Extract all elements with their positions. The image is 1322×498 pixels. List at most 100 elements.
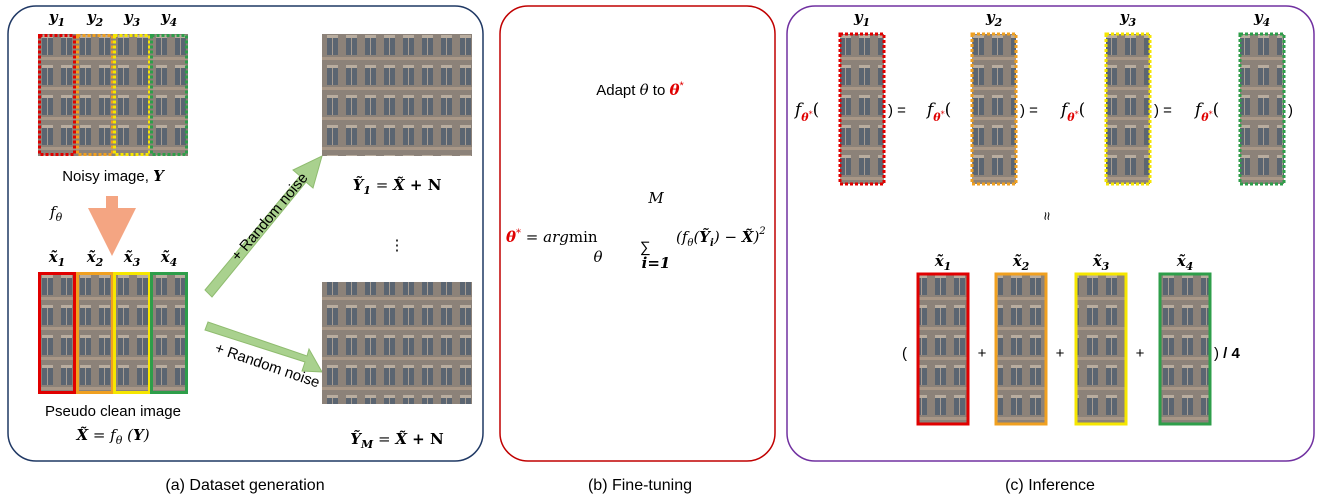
noisy-caption: Noisy image, Y	[62, 167, 165, 185]
patch-label: y2	[86, 8, 104, 29]
text-part: 1	[363, 184, 371, 197]
text-part: M	[360, 438, 374, 451]
open-paren: (	[1079, 100, 1086, 120]
text-part: θ	[56, 211, 63, 224]
patch-label: x̃2	[86, 248, 104, 269]
patch-index: 3	[1102, 260, 1110, 273]
divide: /	[1219, 345, 1232, 362]
patch-label: y4	[160, 8, 177, 29]
patch-index: 1	[58, 256, 66, 269]
patch-label: x̃1	[48, 248, 66, 269]
argmin-sub: θ	[593, 248, 602, 266]
building-image	[1240, 34, 1284, 184]
open-paren: (	[1213, 100, 1220, 120]
sum-upper: M	[647, 189, 664, 207]
approx-sign: ≈	[1038, 212, 1055, 220]
ellipsis: ⋮	[390, 237, 405, 254]
patch-index: 4	[170, 16, 178, 29]
patch-label: y1	[48, 8, 65, 29]
content: Noisy image, Y fθ Pseudo clean image X̃ …	[38, 8, 1293, 494]
patch-label: x̃3	[1092, 252, 1110, 273]
building-image	[1076, 274, 1126, 424]
noise-label: + Random noise	[228, 170, 312, 265]
patch-index: 4	[170, 256, 178, 269]
text-part: )	[143, 426, 150, 444]
patch-label: x̃3	[123, 248, 141, 269]
building-image	[996, 274, 1046, 424]
patch-index: 2	[95, 256, 104, 269]
text-part: + N	[407, 430, 444, 448]
patch-label: y4	[1253, 8, 1270, 29]
text-part: =	[371, 176, 393, 194]
text-part: ) −	[713, 228, 742, 246]
plus: +	[1056, 345, 1065, 362]
diagram: Noisy image, Y fθ Pseudo clean image X̃ …	[0, 0, 1322, 498]
equals: ) =	[1020, 102, 1038, 119]
patch-label: y1	[853, 8, 870, 29]
patch-label: y3	[123, 8, 141, 29]
page: Diagram body { margin: 0; background: #f…	[0, 0, 1322, 498]
building-image	[972, 34, 1016, 184]
patch-index: 2	[1021, 260, 1030, 273]
average-term: ) / 4	[1214, 345, 1241, 362]
text-part: θ	[669, 81, 679, 99]
plus: +	[978, 345, 987, 362]
model-label: fθ	[49, 203, 63, 224]
building-image	[840, 34, 884, 184]
caption: (c) Inference	[1005, 477, 1095, 494]
equals: ) =	[1154, 102, 1172, 119]
model-call: fθ*(	[925, 100, 951, 124]
close-paren: )	[1288, 102, 1293, 119]
text-part: Adapt	[596, 82, 639, 99]
patch-index: 2	[994, 16, 1003, 29]
equals: ) =	[888, 102, 906, 119]
clean-formula: X̃ = fθ (Y)	[75, 426, 149, 447]
patch-label: x̃4	[160, 248, 178, 269]
open-paren: (	[813, 100, 820, 120]
patch-index: 1	[58, 16, 66, 29]
text-part: = f	[88, 426, 118, 444]
text-part: 2	[758, 226, 765, 237]
building-image	[322, 34, 472, 156]
patch-index: 2	[95, 16, 104, 29]
patch-label: y3	[1119, 8, 1137, 29]
patch-index: 1	[944, 260, 952, 273]
patch-label: y2	[985, 8, 1003, 29]
divisor: 4	[1232, 345, 1241, 362]
adapt-text: Adapt θ to θ*	[596, 80, 684, 99]
building-image	[1106, 34, 1150, 184]
model-call: fθ*(	[1193, 100, 1219, 124]
open-paren: (	[945, 100, 952, 120]
objective-lhs: θ* = argmin	[506, 228, 598, 246]
patch-index: 4	[1263, 16, 1271, 29]
patch-index: 4	[1186, 260, 1194, 273]
patch-label: x̃2	[1012, 252, 1030, 273]
plus: +	[1136, 345, 1145, 362]
text-part: = arg	[521, 228, 569, 246]
model-call: fθ*(	[793, 100, 819, 124]
building-image	[322, 282, 472, 404]
page-body: { "dataset_generation": { "caption": "(a…	[0, 0, 1322, 498]
sum-lower: i=1	[642, 254, 671, 272]
text-part: θ	[506, 228, 516, 246]
patch-label: x̃1	[934, 252, 952, 273]
noisy-output: ỸM = X̃ + N	[350, 429, 444, 451]
building-image	[918, 274, 968, 424]
clean-caption: Pseudo clean image	[45, 403, 181, 420]
model-call: fθ*(	[1059, 100, 1085, 124]
text-part: to	[649, 82, 670, 99]
patch-index: 3	[133, 256, 141, 269]
patch-label: x̃4	[1176, 252, 1194, 273]
open-paren: (	[902, 345, 907, 362]
text-part: =	[373, 430, 395, 448]
text-part: Y	[153, 167, 165, 185]
noisy-output: Ỹ1 = X̃ + N	[353, 175, 442, 197]
caption: (a) Dataset generation	[165, 477, 324, 494]
caption: (b) Fine-tuning	[588, 477, 692, 494]
patch-index: 3	[1129, 16, 1137, 29]
text-part: + N	[405, 176, 442, 194]
text-part: Noisy image,	[62, 168, 153, 185]
text-part: *	[680, 80, 685, 92]
patch-index: 1	[863, 16, 871, 29]
objective-body: (fθ(Ỹi) − X̃)2	[676, 226, 766, 249]
